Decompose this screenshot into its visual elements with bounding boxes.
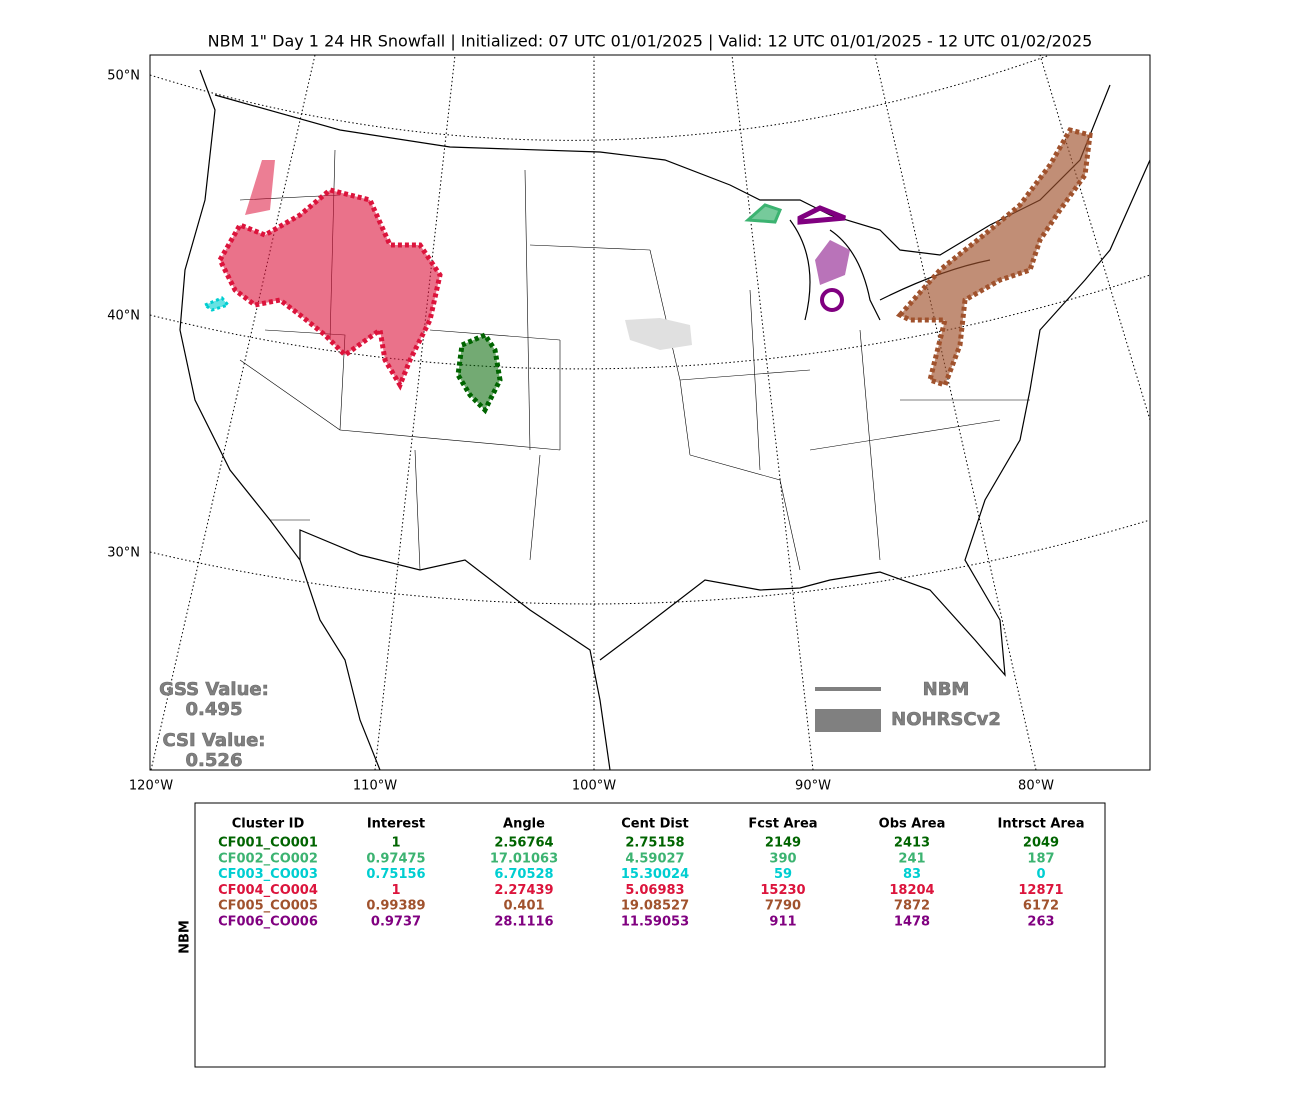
table-cell: 12871 <box>1018 883 1063 898</box>
obs-area <box>625 318 692 350</box>
table-frame <box>194 802 1106 1068</box>
table-cell: 7872 <box>894 899 930 914</box>
graticule <box>150 274 1150 370</box>
table-cell: 0.9737 <box>371 915 421 930</box>
lat-label: 40°N <box>107 309 140 324</box>
table-cell: 1 <box>391 836 400 851</box>
table-cell: 2.75158 <box>625 836 684 851</box>
map: NBM NOHRSCv2 GSS Value: 0.495 CSI Value:… <box>149 54 1151 771</box>
table-cell: 4.59027 <box>625 851 684 866</box>
coastline <box>179 69 1150 770</box>
table-cell: 187 <box>1027 851 1054 866</box>
table-cell: 0.97475 <box>366 851 425 866</box>
table-cell: 2049 <box>1023 836 1059 851</box>
column-header: Cluster ID <box>232 817 305 832</box>
table-cell: 6.70528 <box>494 867 553 882</box>
blob <box>820 288 844 312</box>
cluster-cf002 <box>744 203 783 224</box>
table-cell: 911 <box>769 915 796 930</box>
table-cell: 6172 <box>1023 899 1059 914</box>
cluster-cf006 <box>797 205 850 312</box>
table-cell: CF006_CO006 <box>218 915 318 930</box>
table-cell: 15.30024 <box>621 867 689 882</box>
score-label: GSS Value: <box>159 679 269 700</box>
table-cell: CF005_CO005 <box>218 899 318 914</box>
lon-label: 90°W <box>795 779 831 794</box>
column-header: Intrsct Area <box>998 817 1085 832</box>
lon-label: 120°W <box>129 779 173 794</box>
lat-label: 50°N <box>107 69 140 84</box>
table-cell: 2.27439 <box>494 883 553 898</box>
state-lines <box>239 149 1030 571</box>
lat-label: 30°N <box>107 546 140 561</box>
table-cell: 17.01063 <box>490 851 558 866</box>
table-cell: 0.75156 <box>366 867 425 882</box>
score-value: 0.495 <box>186 699 243 720</box>
column-header: Interest <box>367 817 425 832</box>
table-cell: 0.99389 <box>366 899 425 914</box>
table-cell: 1478 <box>894 915 930 930</box>
table-cell: 2.56764 <box>494 836 553 851</box>
column-header: Obs Area <box>879 817 946 832</box>
lon-label: 100°W <box>572 779 616 794</box>
table-cell: 0 <box>1036 867 1045 882</box>
table-cell: 18204 <box>889 883 934 898</box>
score-value: 0.526 <box>186 750 243 771</box>
table-cell: 19.08527 <box>621 899 689 914</box>
table-cell: 28.1116 <box>494 915 553 930</box>
cluster-cf005 <box>895 127 1093 389</box>
table-cell: 5.06983 <box>625 883 684 898</box>
blob <box>797 205 846 225</box>
cluster-cf001 <box>455 331 503 415</box>
table-cell: 0.401 <box>503 899 544 914</box>
table-cell: CF001_CO001 <box>218 836 318 851</box>
column-header: Angle <box>503 817 545 832</box>
cluster-cf004 <box>217 160 443 391</box>
legend-label: NBM <box>923 679 970 700</box>
table-cell: CF002_CO002 <box>218 851 318 866</box>
column-header: Fcst Area <box>748 817 817 832</box>
legend-patch <box>815 709 881 732</box>
title: NBM 1" Day 1 24 HR Snowfall | Initialize… <box>208 32 1093 51</box>
graticule <box>150 519 1150 605</box>
table-cell: 7790 <box>765 899 801 914</box>
table-cell: CF004_CO004 <box>218 883 318 898</box>
graticule <box>150 55 1051 141</box>
table-cell: 2413 <box>894 836 930 851</box>
score-label: CSI Value: <box>163 730 266 751</box>
blob <box>217 187 443 391</box>
map-frame <box>149 54 1151 771</box>
lon-label: 80°W <box>1018 779 1054 794</box>
column-header: Cent Dist <box>621 817 689 832</box>
legend-label: NOHRSCv2 <box>891 709 1001 730</box>
lon-label: 110°W <box>353 779 397 794</box>
table-side-label: NBM <box>178 920 193 954</box>
table-cell: 263 <box>1027 915 1054 930</box>
table-cell: 59 <box>774 867 792 882</box>
table-cell: 2149 <box>765 836 801 851</box>
table-cell: 15230 <box>760 883 805 898</box>
table-cell: 11.59053 <box>621 915 689 930</box>
table-cell: 241 <box>898 851 925 866</box>
blob <box>815 240 850 285</box>
table-cell: 83 <box>903 867 921 882</box>
blob <box>245 160 275 215</box>
map-content <box>150 55 1150 770</box>
table-cell: 1 <box>391 883 400 898</box>
table-cell: CF003_CO003 <box>218 867 318 882</box>
table-cell: 390 <box>769 851 796 866</box>
cluster-cf003 <box>201 296 231 312</box>
